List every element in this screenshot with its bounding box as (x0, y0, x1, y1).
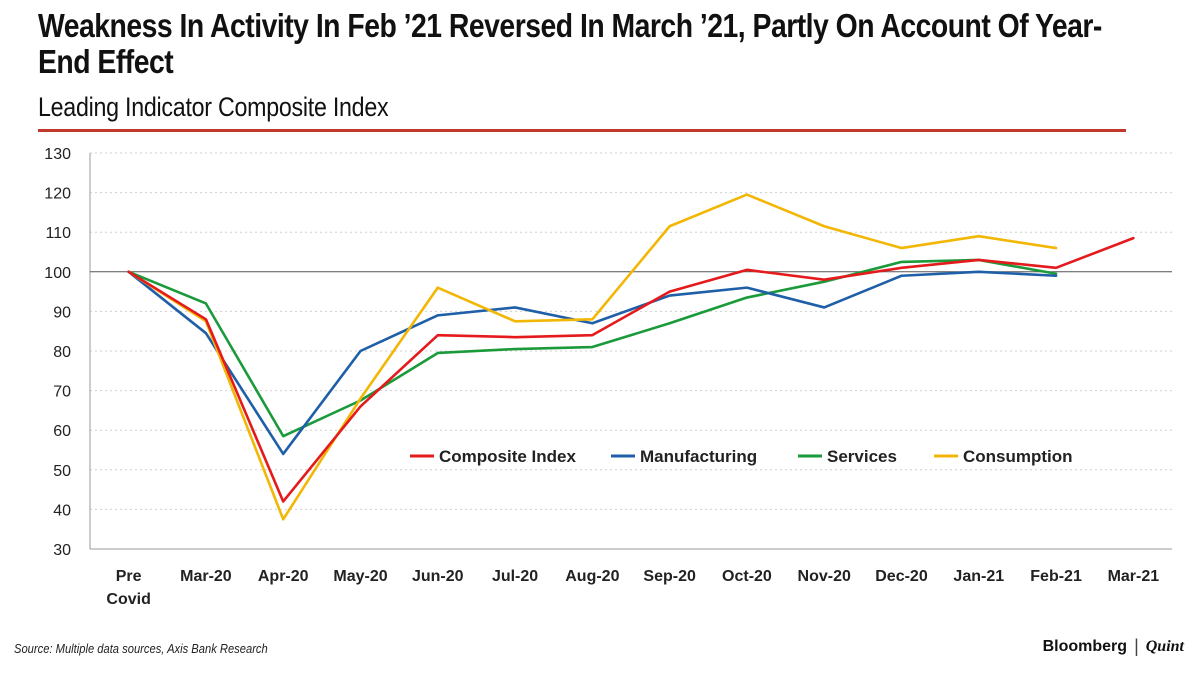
y-tick-label: 70 (53, 384, 71, 401)
y-tick-label: 110 (45, 225, 71, 242)
chart-title: Weakness In Activity In Feb ’21 Reversed… (38, 7, 1102, 80)
x-tick-label: May-20 (333, 568, 387, 585)
x-tick-label: Oct-20 (722, 568, 772, 585)
brand-separator: | (1134, 636, 1139, 656)
x-tick-label: Mar-21 (1108, 568, 1160, 585)
x-tick-label: Feb-21 (1030, 568, 1082, 585)
brand-logo: Bloomberg | Quint (1043, 636, 1184, 657)
x-tick-label: Nov-20 (798, 568, 851, 585)
x-tick-label: Dec-20 (875, 568, 928, 585)
y-tick-label: 60 (53, 423, 71, 440)
y-tick-label: 100 (44, 265, 71, 282)
y-tick-label: 130 (44, 146, 71, 163)
legend-label-composite-index: Composite Index (439, 447, 577, 466)
legend-label-manufacturing: Manufacturing (640, 447, 757, 466)
legend-label-services: Services (827, 447, 897, 466)
y-tick-label: 80 (53, 344, 71, 361)
series-line-manufacturing (127, 270, 1058, 456)
line-chart: 30 40 50 60 70 80 90 100 110 120 130 Pre Covid Mar-20… (44, 146, 1172, 608)
y-tick-label: 50 (53, 463, 71, 480)
series-line-composite-index (127, 236, 1135, 503)
series-line-services (127, 258, 1058, 438)
x-tick-label: Sep-20 (643, 568, 696, 585)
x-tick-label: Jun-20 (412, 568, 464, 585)
legend-label-consumption: Consumption (963, 447, 1073, 466)
x-tick-label: Mar-20 (180, 568, 232, 585)
brand-primary: Bloomberg (1042, 637, 1128, 655)
chart-subtitle: Leading Indicator Composite Index (38, 92, 389, 122)
brand-secondary: Quint (1145, 637, 1184, 655)
series-line-consumption (127, 193, 1058, 521)
y-tick-label: 30 (53, 542, 71, 559)
y-tick-label: 90 (53, 304, 71, 321)
x-tick-label: Aug-20 (565, 568, 619, 585)
y-tick-label: 40 (53, 502, 71, 519)
x-tick-label: Apr-20 (258, 568, 309, 585)
x-tick-label: Jul-20 (492, 568, 538, 585)
x-tick-label: Jan-21 (953, 568, 1004, 585)
title-divider (38, 129, 1126, 132)
source-note: Source: Multiple data sources, Axis Bank… (14, 641, 268, 656)
x-tick-label: Pre Covid (106, 568, 150, 608)
y-tick-label: 120 (44, 186, 71, 203)
